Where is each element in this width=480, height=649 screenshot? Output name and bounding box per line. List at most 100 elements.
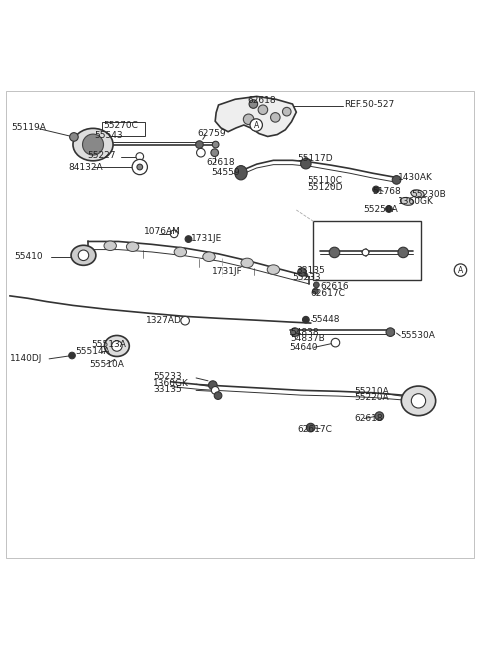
Circle shape <box>306 423 315 432</box>
Text: 51768: 51768 <box>372 187 401 196</box>
Circle shape <box>398 247 408 258</box>
Ellipse shape <box>401 386 436 415</box>
Circle shape <box>181 316 190 325</box>
Circle shape <box>385 206 392 212</box>
Text: A: A <box>253 121 259 130</box>
Circle shape <box>302 316 309 323</box>
Text: 55110C: 55110C <box>308 176 343 185</box>
Text: 55120D: 55120D <box>308 182 343 191</box>
Circle shape <box>386 328 395 336</box>
Text: 55119A: 55119A <box>11 123 46 132</box>
Circle shape <box>243 114 254 125</box>
Ellipse shape <box>411 190 424 198</box>
Text: 54838: 54838 <box>290 328 319 337</box>
Text: 55117D: 55117D <box>297 154 333 163</box>
Text: 1731JE: 1731JE <box>192 234 223 243</box>
Ellipse shape <box>400 197 414 205</box>
Circle shape <box>136 153 144 160</box>
Circle shape <box>313 282 319 288</box>
Circle shape <box>208 381 217 389</box>
Bar <box>102 121 144 136</box>
Circle shape <box>298 267 306 276</box>
Ellipse shape <box>174 247 187 257</box>
Ellipse shape <box>267 265 280 275</box>
Circle shape <box>329 247 340 258</box>
Ellipse shape <box>83 134 104 155</box>
Circle shape <box>362 249 369 256</box>
Ellipse shape <box>241 258 253 267</box>
Text: 55220A: 55220A <box>355 393 389 402</box>
Ellipse shape <box>73 129 113 161</box>
Text: 55410: 55410 <box>15 252 43 262</box>
Circle shape <box>137 164 143 170</box>
Circle shape <box>392 176 401 184</box>
Circle shape <box>211 149 218 156</box>
Circle shape <box>300 158 311 169</box>
Text: 62618: 62618 <box>355 415 383 424</box>
Circle shape <box>69 352 75 359</box>
Ellipse shape <box>105 336 129 356</box>
Circle shape <box>185 236 192 243</box>
Text: 55230B: 55230B <box>411 190 445 199</box>
Circle shape <box>78 250 89 260</box>
Circle shape <box>258 105 268 114</box>
Text: 1360GK: 1360GK <box>398 197 434 206</box>
Text: 1360GK: 1360GK <box>153 379 189 387</box>
Text: 55510A: 55510A <box>90 360 124 369</box>
Circle shape <box>214 392 222 399</box>
Circle shape <box>331 338 340 347</box>
Text: 54640: 54640 <box>289 343 318 352</box>
Circle shape <box>411 394 426 408</box>
Text: 55233: 55233 <box>153 373 182 382</box>
Circle shape <box>249 100 258 108</box>
Circle shape <box>375 412 384 421</box>
Text: 62617C: 62617C <box>311 289 346 297</box>
Text: 1430AK: 1430AK <box>398 173 433 182</box>
Circle shape <box>290 328 299 336</box>
Circle shape <box>196 141 203 149</box>
Text: 1327AD: 1327AD <box>146 316 182 325</box>
Text: 1731JF: 1731JF <box>212 267 243 276</box>
Text: 1076AM: 1076AM <box>144 227 180 236</box>
Text: REF.50-527: REF.50-527 <box>344 101 394 110</box>
Ellipse shape <box>126 242 139 251</box>
Circle shape <box>372 186 379 193</box>
Text: 1140DJ: 1140DJ <box>10 354 42 363</box>
Circle shape <box>170 230 178 238</box>
Text: 55227: 55227 <box>87 151 116 160</box>
Circle shape <box>132 160 147 175</box>
Polygon shape <box>215 97 296 136</box>
Text: 55210A: 55210A <box>355 387 389 396</box>
Text: 62618: 62618 <box>247 95 276 104</box>
Text: 55233: 55233 <box>292 273 321 282</box>
Circle shape <box>212 141 219 148</box>
Circle shape <box>211 387 219 394</box>
Ellipse shape <box>71 245 96 265</box>
Text: 62617C: 62617C <box>297 425 332 434</box>
Ellipse shape <box>203 252 215 262</box>
Text: 62616: 62616 <box>320 282 349 291</box>
Circle shape <box>70 132 78 141</box>
Text: 55448: 55448 <box>312 315 340 324</box>
Text: 55250A: 55250A <box>363 204 398 214</box>
Text: 55530A: 55530A <box>400 332 435 341</box>
Text: 62759: 62759 <box>197 129 226 138</box>
Text: 55270C: 55270C <box>103 121 138 130</box>
Circle shape <box>250 119 263 131</box>
Text: 62618: 62618 <box>206 158 235 167</box>
Circle shape <box>282 107 291 116</box>
Ellipse shape <box>104 241 116 251</box>
Circle shape <box>197 149 205 157</box>
Text: 33135: 33135 <box>153 386 182 395</box>
Text: 33135: 33135 <box>296 265 325 275</box>
Text: 55513A: 55513A <box>91 340 126 349</box>
Circle shape <box>312 288 318 294</box>
Text: 54559: 54559 <box>211 168 240 177</box>
Bar <box>312 221 421 280</box>
Circle shape <box>112 341 122 351</box>
Text: 54837B: 54837B <box>290 334 325 343</box>
Text: 55543: 55543 <box>94 130 122 140</box>
Text: 55514A: 55514A <box>75 347 110 356</box>
Ellipse shape <box>235 165 247 180</box>
Text: A: A <box>458 265 463 275</box>
